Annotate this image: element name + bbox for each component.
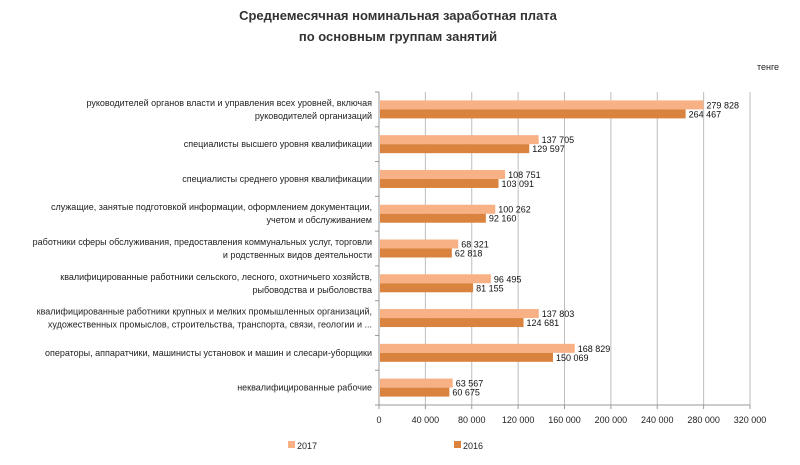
category-label: учетом и обслуживанием [267, 215, 372, 225]
legend-swatch-2016 [454, 441, 461, 448]
bar-2016 [380, 387, 450, 397]
data-label-2017: 100 262 [498, 205, 531, 215]
bar-2017 [380, 239, 459, 249]
x-tick-label: 160 000 [548, 415, 581, 425]
data-label-2017: 108 751 [508, 170, 541, 180]
category-label: руководителей организаций [255, 111, 372, 121]
data-label-2016: 60 675 [452, 388, 480, 398]
x-tick-label: 200 000 [595, 415, 628, 425]
category-label: квалифицированные работники сельского, л… [60, 272, 372, 282]
data-label-2017: 137 803 [542, 309, 575, 319]
category-label: руководителей органов власти и управлени… [86, 98, 372, 108]
category-label: неквалифицированные рабочие [237, 383, 372, 393]
bar-2017 [380, 169, 506, 179]
x-tick-label: 120 000 [502, 415, 535, 425]
data-label-2017: 68 321 [461, 240, 489, 250]
x-tick-label: 320 000 [734, 415, 767, 425]
category-label: специалисты среднего уровня квалификации [182, 174, 372, 184]
bar-2016 [380, 109, 686, 119]
bar-2016 [380, 283, 474, 293]
bar-2016 [380, 178, 499, 188]
bar-2017 [380, 204, 496, 214]
legend-label: 2016 [463, 441, 483, 451]
chart-title-line: Среднемесячная номинальная заработная пл… [239, 8, 558, 23]
data-label-2016: 92 160 [489, 214, 517, 224]
category-label: художественных промыслов, строительства,… [48, 320, 372, 330]
data-label-2017: 63 567 [456, 379, 484, 389]
category-label: работники сферы обслуживания, предоставл… [33, 237, 372, 247]
data-label-2016: 264 467 [689, 109, 722, 119]
bar-2016 [380, 352, 553, 362]
unit-label: тенге [757, 62, 779, 72]
bar-2016 [380, 248, 452, 258]
x-tick-label: 280 000 [687, 415, 720, 425]
category-label: и родственных видов деятельности [223, 250, 372, 260]
category-label: квалифицированные работники крупных и ме… [37, 307, 372, 317]
category-label: специалисты высшего уровня квалификации [184, 139, 372, 149]
category-label: операторы, аппаратчики, машинисты устано… [45, 348, 372, 358]
bar-2017 [380, 378, 453, 388]
category-label: рыбоводства и рыболовства [253, 285, 373, 295]
x-tick-label: 240 000 [641, 415, 674, 425]
bar-2017 [380, 343, 575, 353]
data-label-2017: 279 828 [706, 100, 739, 110]
legend-swatch-2017 [288, 441, 295, 448]
bar-2017 [380, 309, 539, 319]
bar-2017 [380, 274, 491, 284]
data-label-2017: 96 495 [494, 274, 522, 284]
x-tick-label: 80 000 [458, 415, 486, 425]
x-tick-label: 0 [376, 415, 381, 425]
bar-2016 [380, 318, 524, 328]
bar-2017 [380, 100, 704, 110]
data-label-2016: 124 681 [527, 318, 560, 328]
bar-2016 [380, 213, 486, 223]
bar-2016 [380, 144, 530, 154]
bar-2017 [380, 135, 539, 145]
data-label-2016: 129 597 [532, 144, 565, 154]
chart-title-line: по основным группам занятий [299, 29, 497, 44]
data-label-2016: 81 155 [476, 283, 504, 293]
category-label: служащие, занятые подготовкой информации… [51, 202, 372, 212]
x-tick-label: 40 000 [412, 415, 440, 425]
data-label-2017: 137 705 [542, 135, 575, 145]
data-label-2016: 62 818 [455, 249, 483, 259]
data-label-2017: 168 829 [578, 344, 611, 354]
data-label-2016: 103 091 [502, 179, 535, 189]
legend-label: 2017 [297, 441, 317, 451]
data-label-2016: 150 069 [556, 353, 589, 363]
